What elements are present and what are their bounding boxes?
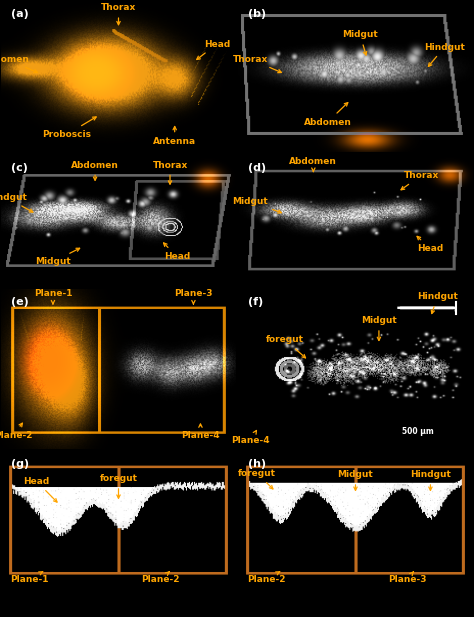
Text: Plane-3: Plane-3 — [174, 289, 213, 304]
Text: (e): (e) — [11, 297, 28, 307]
Text: Head: Head — [164, 243, 190, 261]
Text: (a): (a) — [11, 9, 28, 19]
Text: Midgut: Midgut — [361, 317, 397, 341]
Text: Thorax: Thorax — [152, 160, 188, 184]
Text: Proboscis: Proboscis — [43, 117, 96, 139]
Text: 500 μm: 500 μm — [402, 427, 434, 436]
Text: Midgut: Midgut — [342, 30, 378, 55]
Text: (b): (b) — [248, 9, 266, 19]
Text: Antenna: Antenna — [153, 126, 196, 146]
Text: Head: Head — [197, 39, 230, 59]
Text: (h): (h) — [248, 459, 266, 469]
Text: Plane-4: Plane-4 — [231, 431, 269, 445]
Text: Abdomen: Abdomen — [290, 157, 337, 172]
Text: Abdomen: Abdomen — [0, 54, 37, 73]
Text: foregut: foregut — [100, 474, 137, 499]
Text: Head: Head — [417, 236, 444, 254]
Text: Plane-1: Plane-1 — [34, 289, 72, 304]
Text: Plane-1: Plane-1 — [10, 571, 49, 584]
Text: Hindgut: Hindgut — [410, 470, 451, 491]
Text: (g): (g) — [11, 459, 29, 469]
Text: Head: Head — [23, 477, 57, 502]
Text: Abdomen: Abdomen — [71, 160, 119, 180]
Text: (c): (c) — [11, 162, 27, 173]
Text: Abdomen: Abdomen — [303, 102, 351, 126]
Text: Plane-3: Plane-3 — [388, 571, 426, 584]
Text: Plane-2: Plane-2 — [0, 423, 32, 441]
Text: Hindgut: Hindgut — [424, 43, 465, 67]
Text: Midgut: Midgut — [337, 470, 374, 491]
Text: Plane-2: Plane-2 — [247, 571, 286, 584]
Text: Plane-2: Plane-2 — [141, 571, 180, 584]
Text: Plane-4: Plane-4 — [181, 424, 220, 441]
Text: Thorax: Thorax — [233, 54, 282, 73]
Text: (f): (f) — [248, 297, 263, 307]
Text: foregut: foregut — [266, 336, 306, 358]
Text: Midgut: Midgut — [35, 248, 80, 267]
Text: foregut: foregut — [238, 469, 276, 489]
Text: Midgut: Midgut — [232, 197, 282, 213]
Text: Hindgut: Hindgut — [417, 292, 458, 313]
Text: Thorax: Thorax — [101, 3, 136, 25]
Text: Thorax: Thorax — [401, 171, 439, 190]
Text: (d): (d) — [248, 162, 266, 173]
Text: Hindgut: Hindgut — [0, 193, 33, 212]
